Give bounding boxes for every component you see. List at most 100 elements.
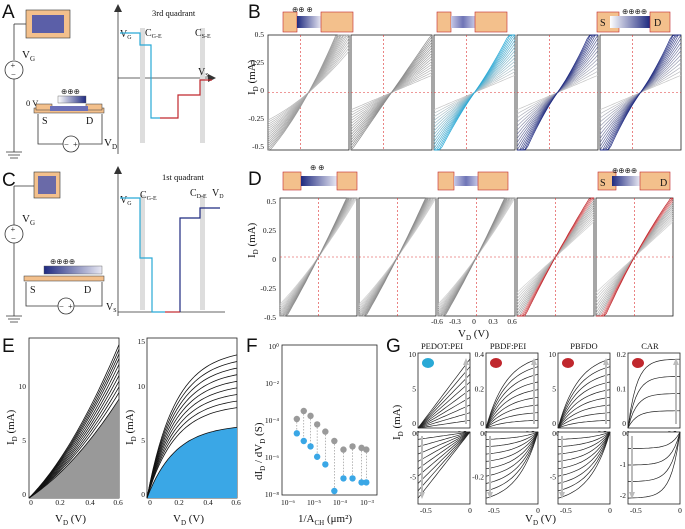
g-title: PBFDO — [570, 341, 597, 351]
f-point-blue — [293, 430, 301, 437]
g-top-curve — [417, 381, 471, 429]
g-top-curve — [417, 412, 471, 429]
e-curve — [28, 386, 120, 499]
g-ytick: 10 — [549, 350, 557, 359]
g-bottom-curve — [417, 431, 471, 455]
e-xtick: 0.4 — [85, 498, 95, 507]
g-xlabel: VD (V) — [525, 513, 556, 527]
panel-label-d: D — [248, 169, 262, 190]
c-ge-label-c: CG-E — [140, 190, 157, 202]
e-xtick: 0 — [148, 498, 152, 507]
g-xtick: 0 — [678, 506, 682, 515]
f-point-gray — [293, 415, 301, 423]
svg-text:+: + — [11, 224, 16, 234]
g-material-dot — [562, 358, 574, 368]
panel-label-c: C — [2, 170, 16, 191]
e-ytick: 0 — [141, 490, 145, 499]
f-point-blue — [300, 437, 307, 445]
svg-text:+: + — [11, 60, 16, 70]
d-xtick: -0.3 — [449, 317, 461, 326]
g-top-curve — [417, 358, 471, 429]
f-point-blue — [358, 479, 365, 486]
g-bottom-curve — [485, 431, 539, 448]
device-cartoon-d1: ⊕ ⊕ — [282, 163, 358, 191]
g-bottom-curve — [485, 431, 539, 470]
g-top-curve — [557, 419, 611, 429]
f-point-blue — [331, 487, 338, 495]
g-bottom-curve — [485, 431, 539, 462]
f-ytick: 10⁻⁶ — [265, 453, 279, 462]
d-xtick: 0 — [472, 317, 476, 326]
drain-label-d: D — [660, 178, 667, 189]
g-ytick: 0.1 — [617, 385, 627, 394]
e-curve — [146, 427, 238, 499]
e-curve — [146, 374, 238, 499]
panel-label-g: G — [386, 336, 401, 357]
g-ytick: 0.2 — [617, 350, 627, 359]
g-arrow-head — [419, 492, 425, 499]
vs-level-c: VS — [106, 302, 117, 314]
g-bottom-curve — [557, 431, 611, 492]
svg-text:⊕⊕ ⊕: ⊕⊕ ⊕ — [292, 5, 313, 14]
source-label-d: S — [600, 178, 606, 189]
g-ytick: -5 — [410, 472, 416, 481]
e-plots — [28, 337, 238, 499]
f-ytick: 10⁻⁸ — [265, 490, 279, 499]
g-bottom-curve — [417, 431, 471, 462]
d-ytick: -0.25 — [260, 284, 276, 293]
panel-label-b: B — [248, 2, 261, 23]
g-bottom-curve — [557, 431, 611, 477]
f-point-gray — [313, 421, 321, 428]
g-ytick: 0 — [552, 429, 556, 438]
g-top-curve — [627, 358, 680, 429]
g-title: PEDOT:PEI — [421, 341, 463, 351]
f-ytick: 10⁻⁴ — [265, 416, 279, 425]
e-area-fill — [147, 427, 237, 498]
g-bottom-curve — [417, 431, 471, 470]
f-ytick: 10⁻² — [265, 379, 279, 388]
f-point-blue — [363, 479, 370, 486]
g-ytick: 10 — [409, 350, 417, 359]
g-top-curve — [485, 358, 539, 429]
g-arrow-head — [487, 492, 493, 499]
g-top-curve — [485, 412, 539, 429]
quadrant-label-a: 3rd quadrant — [152, 8, 196, 18]
b-ytick: -0.5 — [252, 142, 264, 151]
f-xlabel: 1/ACH (μm²) — [298, 513, 352, 527]
panel-label-f: F — [246, 336, 258, 357]
g-ytick: -2 — [620, 491, 626, 500]
e-curve — [28, 369, 120, 499]
b-iv-curve — [350, 34, 433, 151]
e-curve — [146, 387, 238, 499]
source-label-c: S — [30, 285, 36, 296]
g-xtick: -0.5 — [630, 506, 642, 515]
g-bottom-curve — [485, 431, 539, 440]
vg-label-c: VG — [22, 213, 35, 227]
panel-a: A +− VG 0 V ⊕⊕⊕ S D − + VD 3rd quadrant C — [2, 2, 216, 159]
g-arrow-head — [673, 358, 679, 365]
g-top-curve — [557, 381, 611, 429]
g-ytick: -0.2 — [472, 472, 484, 481]
e-curve — [146, 367, 238, 499]
f-xtick: 10⁻⁴ — [333, 498, 347, 507]
f-xtick: 10⁻³ — [360, 498, 374, 507]
b-ytick: 0.25 — [251, 58, 264, 67]
panel-c: C +− VG ⊕⊕⊕⊕ S D − + 1st quadrant CG-E CD… — [2, 166, 225, 323]
g-bottom-curve — [627, 431, 681, 482]
g-xtick: 0 — [608, 506, 612, 515]
panel-e: E ID (mA) ID (mA) 10 5 0 15 10 5 0 0 0.2… — [2, 336, 241, 527]
drain-voltage-source — [62, 135, 80, 153]
panel-f: F dID / dVD (S) 10⁰ 10⁻² 10⁻⁴ 10⁻⁶ 10⁻⁸ … — [246, 336, 378, 527]
e-curve — [146, 407, 238, 499]
vg-label: VG — [22, 49, 35, 63]
f-plot — [281, 344, 378, 496]
g-top-curve — [557, 389, 611, 429]
c-se-label-a: CS-E — [195, 28, 211, 40]
g-top-curve — [417, 389, 471, 429]
e-area-fill — [29, 399, 119, 498]
g-material-dot — [490, 358, 502, 368]
b-iv-curve — [434, 34, 515, 151]
d-ytick: -0.5 — [264, 313, 276, 322]
panel-d: D ⊕ ⊕ S D ⊕⊕⊕⊕ ID (mA) 0.5 0.25 0 -0.25 … — [246, 163, 674, 342]
panel-g: G PEDOT:PEI PBDF:PEI PBFDO CAR ID (mA) 1… — [386, 336, 682, 527]
